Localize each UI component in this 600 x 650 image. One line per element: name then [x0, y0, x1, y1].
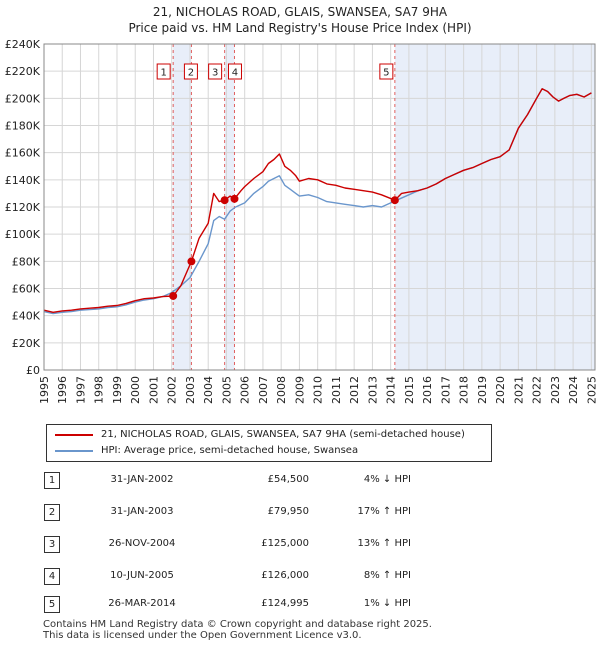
x-tick-label: 2003: [184, 376, 197, 404]
sale-point: [220, 196, 229, 205]
x-tick-label: 2023: [549, 376, 562, 404]
chart-title: 21, NICHOLAS ROAD, GLAIS, SWANSEA, SA7 9…: [153, 5, 448, 19]
sale-price: £126,000: [261, 570, 309, 581]
footer-line: This data is licensed under the Open Gov…: [43, 629, 362, 641]
y-tick-label: £100K: [5, 228, 41, 241]
sale-point: [187, 257, 196, 266]
legend-label-property: 21, NICHOLAS ROAD, GLAIS, SWANSEA, SA7 9…: [101, 429, 465, 440]
sale-price: £125,000: [261, 538, 309, 549]
sale-number-badge: 2: [44, 504, 60, 521]
sale-point: [169, 291, 178, 300]
sale-date: 26-MAR-2014: [108, 598, 176, 609]
sale-point: [390, 196, 399, 205]
sale-price: £79,950: [267, 506, 309, 517]
x-tick-label: 1998: [93, 376, 106, 404]
sale-label-text: 4: [232, 68, 238, 79]
sale-price: £54,500: [267, 474, 309, 485]
sale-label-box: [208, 63, 223, 80]
series-line-property: [43, 88, 592, 313]
x-tick-label: 1995: [38, 376, 51, 404]
sale-date: 10-JUN-2005: [110, 570, 174, 581]
y-tick-label: £200K: [5, 92, 41, 105]
sale-label-box: [227, 63, 242, 80]
sale-hpi-diff: 1% ↓ HPI: [363, 598, 411, 609]
sale-label-text: 5: [383, 68, 389, 79]
x-tick-label: 2011: [330, 376, 343, 404]
sale-price: £124,995: [261, 598, 309, 609]
x-tick-label: 2025: [585, 376, 598, 404]
sale-number-badge: 5: [44, 596, 60, 613]
sale-row: 4 10-JUN-2005 £126,000 8% ↑ HPI: [44, 568, 464, 586]
x-tick-label: 2015: [403, 376, 416, 404]
sale-row: 1 31-JAN-2002 £54,500 4% ↓ HPI: [44, 472, 464, 490]
y-tick-label: £20K: [12, 337, 41, 350]
sale-row: 5 26-MAR-2014 £124,995 1% ↓ HPI: [44, 596, 464, 614]
sale-hpi-diff: 4% ↓ HPI: [363, 474, 411, 485]
legend-swatch-property: [55, 434, 93, 436]
sale-date: 31-JAN-2003: [110, 506, 174, 517]
sale-label-box: [156, 63, 171, 80]
sale-number-badge: 3: [44, 536, 60, 553]
footer-attribution: Contains HM Land Registry data © Crown c…: [43, 619, 432, 641]
x-tick-label: 2004: [202, 376, 215, 404]
footer-line: Contains HM Land Registry data © Crown c…: [43, 619, 432, 630]
y-tick-label: £160K: [5, 147, 41, 160]
sale-date: 26-NOV-2004: [108, 538, 176, 549]
y-tick-label: £0: [26, 364, 40, 377]
y-tick-label: £240K: [5, 38, 41, 51]
x-tick-label: 2002: [166, 376, 179, 404]
y-tick-label: £120K: [5, 201, 41, 214]
y-tick-label: £40K: [12, 310, 41, 323]
sale-number-badge: 4: [44, 568, 60, 585]
y-tick-label: £180K: [5, 120, 41, 133]
x-tick-label: 1999: [111, 376, 124, 404]
sale-label-box: [379, 63, 394, 80]
sale-label-text: 2: [188, 68, 194, 79]
x-tick-label: 2018: [458, 376, 471, 404]
plot-border: [43, 43, 596, 371]
x-tick-label: 2006: [239, 376, 252, 404]
sale-label-text: 3: [212, 68, 218, 79]
sale-hpi-diff: 13% ↑ HPI: [357, 538, 411, 549]
x-tick-label: 2024: [567, 376, 580, 404]
x-tick-label: 2001: [147, 376, 160, 404]
x-tick-label: 2014: [385, 376, 398, 404]
x-tick-label: 2000: [129, 376, 142, 404]
y-tick-label: £140K: [5, 174, 41, 187]
x-tick-label: 2012: [348, 376, 361, 404]
x-tick-label: 2008: [275, 376, 288, 404]
x-tick-label: 2019: [476, 376, 489, 404]
sale-number-badge: 1: [44, 472, 60, 489]
x-tick-label: 2017: [439, 376, 452, 404]
sale-row: 2 31-JAN-2003 £79,950 17% ↑ HPI: [44, 504, 464, 522]
chart-subtitle: Price paid vs. HM Land Registry's House …: [128, 21, 471, 35]
sale-row: 3 26-NOV-2004 £125,000 13% ↑ HPI: [44, 536, 464, 554]
legend-swatch-hpi: [55, 450, 93, 452]
y-tick-label: £80K: [12, 255, 41, 268]
x-tick-label: 2021: [512, 376, 525, 404]
price-chart: 21, NICHOLAS ROAD, GLAIS, SWANSEA, SA7 9…: [5, 5, 599, 404]
sale-point: [230, 194, 239, 203]
x-tick-label: 2013: [366, 376, 379, 404]
y-tick-label: £60K: [12, 283, 41, 296]
x-tick-label: 1997: [74, 376, 87, 404]
sale-hpi-diff: 17% ↑ HPI: [357, 506, 411, 517]
x-tick-label: 2009: [293, 376, 306, 404]
x-tick-label: 2016: [421, 376, 434, 404]
sale-label-text: 1: [160, 68, 166, 79]
legend-label-hpi: HPI: Average price, semi-detached house,…: [101, 445, 359, 456]
x-tick-label: 1996: [56, 376, 69, 404]
y-tick-label: £220K: [5, 65, 41, 78]
x-tick-label: 2020: [494, 376, 507, 404]
x-tick-label: 2010: [312, 376, 325, 404]
sale-label-box: [183, 63, 198, 80]
x-tick-label: 2022: [531, 376, 544, 404]
x-tick-label: 2005: [220, 376, 233, 404]
chart-legend: 21, NICHOLAS ROAD, GLAIS, SWANSEA, SA7 9…: [46, 424, 492, 462]
sale-date: 31-JAN-2002: [110, 474, 174, 485]
sale-hpi-diff: 8% ↑ HPI: [363, 570, 411, 581]
x-tick-label: 2007: [257, 376, 270, 404]
